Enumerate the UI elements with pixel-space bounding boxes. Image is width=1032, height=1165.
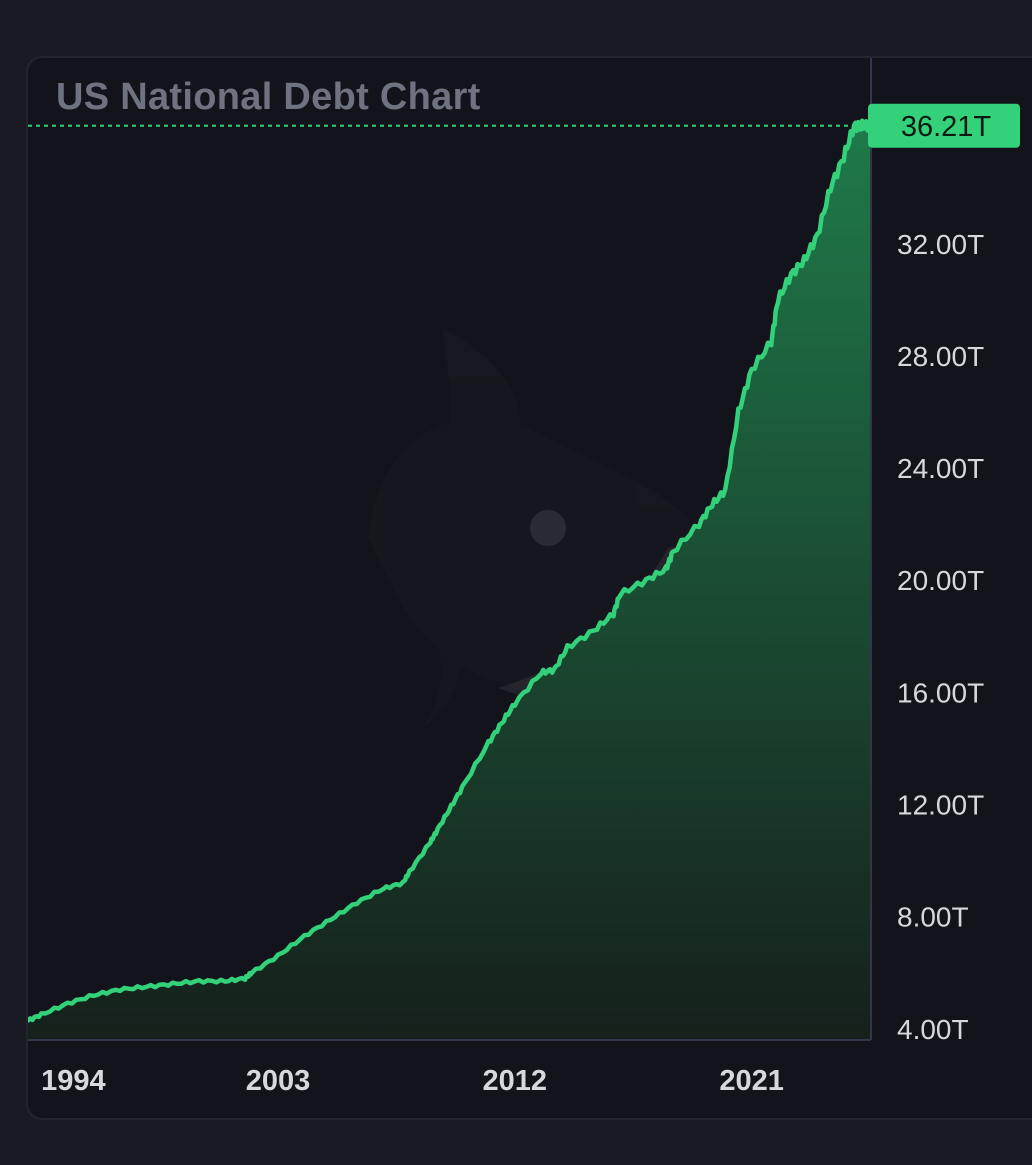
debt-series-line (28, 118, 873, 1023)
last-value-label: 36.21T (901, 111, 992, 143)
y-tick-label: 4.00T (897, 1014, 969, 1045)
x-axis: 1994 2003 2012 2021 (41, 1065, 784, 1097)
y-tick-label: 28.00T (897, 341, 984, 372)
x-tick-label: 2012 (483, 1065, 548, 1097)
y-axis: 32.00T 28.00T 24.00T 20.00T 16.00T 12.00T 8.00… (897, 229, 984, 1045)
y-tick-label: 20.00T (897, 565, 984, 596)
y-tick-label: 32.00T (897, 229, 984, 260)
y-tick-label: 24.00T (897, 453, 984, 484)
debt-area-fill (28, 120, 870, 1040)
chart-panel: US National Debt Chart 32.00T 28.00T 24.00… (26, 56, 1032, 1120)
x-tick-label: 2021 (719, 1065, 784, 1097)
last-value-tag: 36.21T (868, 103, 1020, 148)
debt-area-chart[interactable]: 32.00T 28.00T 24.00T 20.00T 16.00T 12.00T 8.00… (28, 58, 1032, 1120)
last-value-tag-background (868, 103, 1020, 148)
x-tick-label: 1994 (41, 1065, 106, 1097)
x-tick-label: 2003 (246, 1065, 311, 1097)
chart-title: US National Debt Chart (56, 76, 481, 118)
y-tick-label: 8.00T (897, 902, 969, 933)
y-tick-label: 16.00T (897, 677, 984, 708)
y-tick-label: 12.00T (897, 790, 984, 821)
